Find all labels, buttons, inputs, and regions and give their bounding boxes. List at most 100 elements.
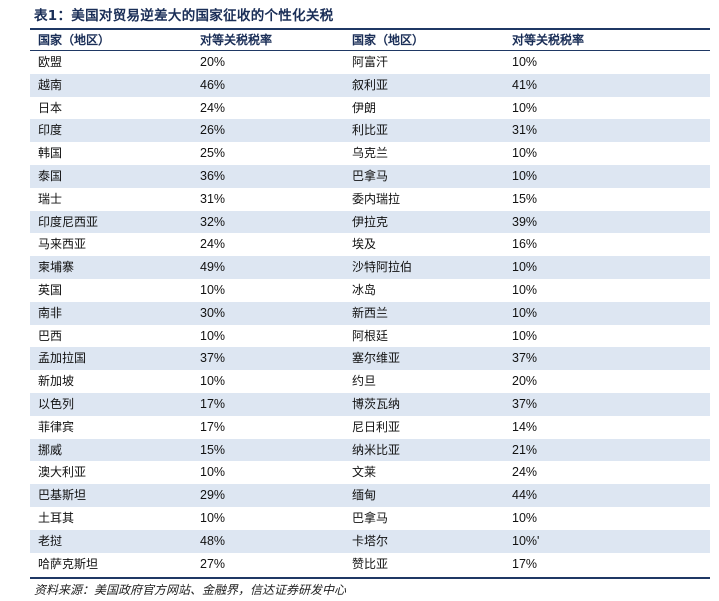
- cell-rate-left: 36%: [192, 164, 344, 188]
- cell-rate-right: 24%: [512, 465, 538, 480]
- cell-country-right: 缅甸: [344, 484, 504, 507]
- cell-country-right: 阿富汗: [352, 55, 389, 69]
- cell-rate-left: 25%: [200, 146, 226, 161]
- table-row: 南非 30% 新西兰 10%: [30, 301, 710, 325]
- cell-rate-left: 10%: [200, 282, 226, 297]
- cell-country-left: 巴西: [38, 328, 63, 343]
- bottom-rule: [30, 577, 710, 579]
- cell-country-left: 韩国: [38, 146, 63, 161]
- cell-country-right: 叙利亚: [344, 73, 504, 97]
- cell-rate-left: 24%: [200, 100, 226, 115]
- cell-country-right: 新西兰: [344, 301, 504, 325]
- cell-country-right: 乌克兰: [352, 146, 389, 161]
- cell-rate-left: 10%: [200, 465, 226, 480]
- cell-country-left: 印度: [30, 119, 192, 143]
- cell-country-right: 巴拿马: [344, 164, 504, 188]
- table-row: 印度尼西亚 32% 伊拉克 39%: [30, 210, 710, 234]
- cell-rate-left: 32%: [192, 210, 344, 234]
- cell-country-right: 博茨瓦纳: [344, 392, 504, 416]
- cell-country-left: 挪威: [30, 438, 192, 462]
- cell-country-right: 委内瑞拉: [352, 191, 401, 206]
- cell-country-left: 哈萨克斯坦: [38, 556, 99, 571]
- cell-country-right: 沙特阿拉伯: [344, 256, 504, 279]
- table-row: 欧盟 20% 阿富汗 10%: [30, 51, 710, 74]
- cell-country-right: 利比亚: [344, 119, 504, 143]
- table-row: 日本 24% 伊朗 10%: [30, 97, 710, 120]
- cell-country-right: 阿根廷: [352, 328, 389, 343]
- cell-rate-right: 37%: [504, 347, 710, 371]
- tariff-table: 国家（地区） 对等关税税率 国家（地区） 对等关税税率 欧盟 20% 阿富汗 10% 越…: [30, 30, 710, 575]
- cell-rate-left: 27%: [200, 556, 226, 571]
- table-row: 澳大利亚 10% 文莱 24%: [30, 461, 710, 484]
- cell-rate-right: 10%: [512, 282, 538, 297]
- header-country-right: 国家（地区）: [344, 30, 504, 51]
- table-row: 以色列 17% 博茨瓦纳 37%: [30, 392, 710, 416]
- table-body: 欧盟 20% 阿富汗 10% 越南 46% 叙利亚 41% 日本 24% 伊朗 10% 印度 26% 利比亚…: [30, 51, 710, 576]
- table-row: 菲律宾 17% 尼日利亚 14%: [30, 416, 710, 439]
- cell-rate-right: 10%: [512, 510, 538, 525]
- cell-country-left: 马来西亚: [38, 237, 87, 252]
- cell-country-left: 日本: [38, 100, 63, 115]
- table-title: 表1：美国对贸易逆差大的国家征收的个性化关税: [34, 8, 334, 24]
- cell-country-right: 塞尔维亚: [344, 347, 504, 371]
- cell-country-left: 英国: [38, 282, 63, 297]
- table-row: 巴西 10% 阿根廷 10%: [30, 325, 710, 348]
- header-rate-right: 对等关税税率: [504, 30, 710, 51]
- cell-country-left: 以色列: [30, 392, 192, 416]
- header-country-left: 国家（地区）: [30, 30, 192, 51]
- cell-rate-right: 44%: [504, 484, 710, 507]
- cell-country-right: 伊拉克: [344, 210, 504, 234]
- cell-rate-right: 17%: [512, 556, 538, 571]
- table-row: 挪威 15% 纳米比亚 21%: [30, 438, 710, 462]
- cell-country-right: 伊朗: [352, 100, 377, 115]
- table-row: 马来西亚 24% 埃及 16%: [30, 233, 710, 256]
- cell-rate-right: 41%: [504, 73, 710, 97]
- table-row: 老挝 48% 卡塔尔 10%': [30, 529, 710, 553]
- cell-rate-left: 37%: [192, 347, 344, 371]
- cell-rate-right: 31%: [504, 119, 710, 143]
- cell-rate-right: 10%': [504, 529, 710, 553]
- cell-rate-left: 26%: [192, 119, 344, 143]
- cell-country-left: 澳大利亚: [38, 465, 87, 480]
- table-row: 泰国 36% 巴拿马 10%: [30, 164, 710, 188]
- cell-rate-right: 37%: [504, 392, 710, 416]
- cell-rate-right: 20%: [512, 374, 538, 389]
- cell-rate-left: 10%: [200, 510, 226, 525]
- cell-rate-right: 10%: [504, 301, 710, 325]
- table-row: 新加坡 10% 约旦 20%: [30, 370, 710, 393]
- cell-rate-right: 10%: [512, 328, 538, 343]
- cell-country-right: 约旦: [352, 374, 377, 389]
- cell-country-left: 土耳其: [38, 510, 75, 525]
- table-row: 孟加拉国 37% 塞尔维亚 37%: [30, 347, 710, 371]
- cell-country-right: 冰岛: [352, 282, 377, 297]
- cell-country-right: 赞比亚: [352, 556, 389, 571]
- cell-rate-left: 17%: [192, 392, 344, 416]
- cell-rate-right: 15%: [512, 191, 538, 206]
- table-row: 越南 46% 叙利亚 41%: [30, 73, 710, 97]
- cell-country-right: 埃及: [352, 237, 377, 252]
- cell-country-right: 文莱: [352, 465, 377, 480]
- cell-rate-right: 10%: [504, 164, 710, 188]
- cell-rate-left: 46%: [192, 73, 344, 97]
- cell-rate-left: 10%: [200, 374, 226, 389]
- cell-country-left: 越南: [30, 73, 192, 97]
- cell-rate-right: 10%: [512, 55, 538, 69]
- cell-rate-right: 39%: [504, 210, 710, 234]
- title-rule: [30, 28, 710, 30]
- cell-rate-left: 29%: [192, 484, 344, 507]
- cell-country-left: 欧盟: [38, 55, 63, 69]
- table-header-row: 国家（地区） 对等关税税率 国家（地区） 对等关税税率: [30, 30, 710, 51]
- cell-rate-left: 24%: [200, 237, 226, 252]
- source-note: 资料来源：美国政府官方网站、金融界，信达证券研发中心: [34, 583, 347, 597]
- table-row: 印度 26% 利比亚 31%: [30, 119, 710, 143]
- cell-rate-left: 48%: [192, 529, 344, 553]
- cell-rate-right: 10%: [512, 146, 538, 161]
- cell-country-left: 老挝: [30, 529, 192, 553]
- cell-rate-left: 30%: [192, 301, 344, 325]
- cell-rate-left: 20%: [200, 55, 226, 69]
- cell-country-left: 印度尼西亚: [30, 210, 192, 234]
- cell-rate-right: 10%: [512, 100, 538, 115]
- cell-rate-left: 31%: [200, 191, 226, 206]
- cell-country-left: 巴基斯坦: [30, 484, 192, 507]
